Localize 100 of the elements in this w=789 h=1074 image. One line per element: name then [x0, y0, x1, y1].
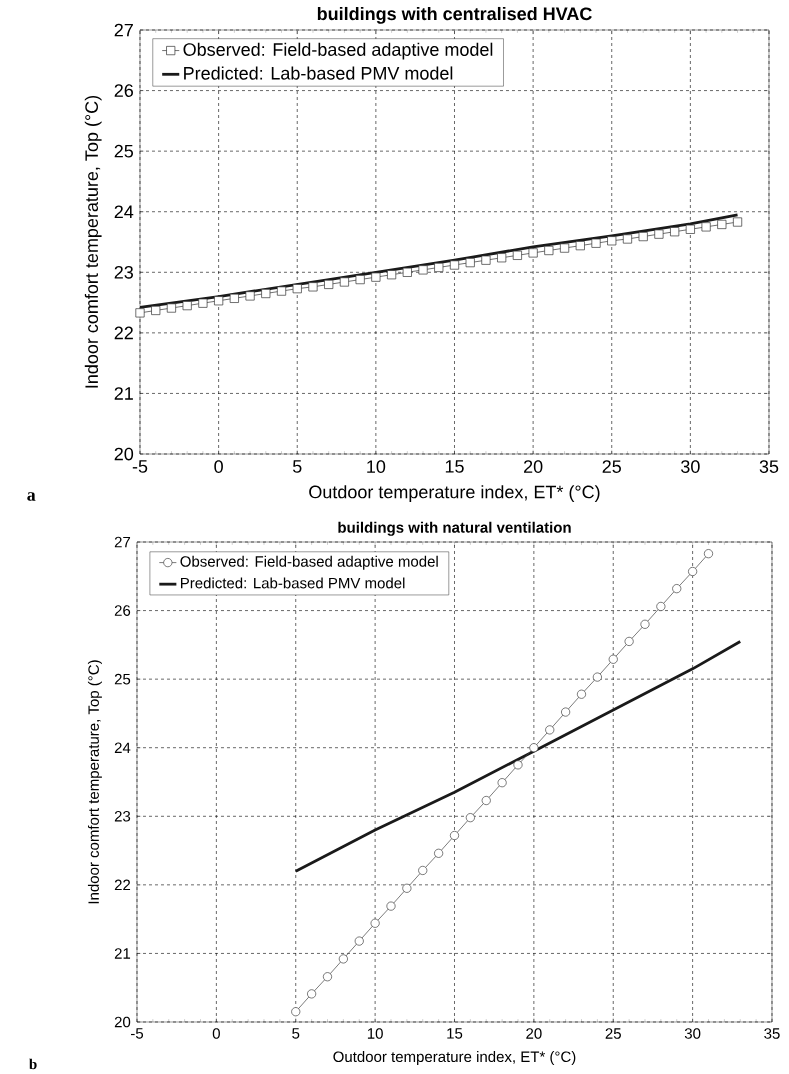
- y-tick-label: 25: [114, 673, 131, 685]
- point: [481, 795, 491, 806]
- y-tick-label: 25: [114, 144, 134, 158]
- point: [449, 260, 460, 270]
- point: [307, 989, 317, 999]
- point: [465, 258, 475, 268]
- point: [465, 813, 475, 823]
- point: [528, 248, 538, 258]
- point: [166, 303, 176, 313]
- point: [529, 743, 539, 753]
- point: [732, 217, 743, 227]
- x-tick-label: -5: [130, 1028, 144, 1039]
- point: [592, 672, 602, 682]
- point: [685, 224, 695, 234]
- x-tick-label: -5: [132, 460, 148, 473]
- point: [512, 250, 522, 260]
- point: [387, 270, 397, 280]
- point: [608, 654, 618, 664]
- point: [214, 296, 224, 306]
- x-tick-label: 25: [605, 1028, 621, 1039]
- point: [561, 707, 571, 717]
- y-tick-label: 24: [114, 742, 131, 753]
- point: [308, 282, 318, 292]
- y-tick-label: 22: [114, 879, 131, 891]
- legend-label: Observed: Field-based adaptive model: [183, 42, 493, 60]
- text: b: [29, 1058, 37, 1070]
- y-tick-label: 26: [114, 84, 134, 97]
- chart-title: buildings with natural ventilation: [338, 521, 571, 536]
- point: [607, 236, 617, 246]
- point: [291, 1007, 301, 1017]
- y-tick-label: 20: [114, 1016, 131, 1028]
- y-tick-label: 27: [114, 23, 133, 37]
- point: [640, 619, 650, 629]
- x-tick-label: 20: [524, 460, 543, 473]
- point: [544, 245, 554, 256]
- point: [386, 901, 396, 911]
- point: [402, 883, 412, 893]
- y-tick-label: 24: [114, 205, 134, 219]
- x-tick-label: 35: [764, 1028, 780, 1039]
- x-axis-title: Outdoor temperature index, ET* (°C): [333, 1051, 576, 1065]
- x-tick-label: 30: [681, 460, 700, 473]
- x-tick-label: 0: [212, 1028, 220, 1039]
- point: [198, 298, 208, 308]
- point: [688, 566, 698, 577]
- y-tick-label: 26: [114, 605, 131, 616]
- point: [497, 778, 507, 788]
- point: [591, 238, 601, 248]
- legend-label: Observed: Field-based adaptive model: [180, 555, 438, 570]
- x-tick-label: 35: [759, 460, 779, 473]
- x-tick-label: 10: [367, 1028, 383, 1039]
- point: [624, 636, 634, 646]
- legend-label: Predicted: Lab-based PMV model: [184, 66, 453, 80]
- point: [434, 262, 444, 272]
- point: [622, 234, 633, 244]
- y-tick-label: 21: [114, 387, 133, 400]
- point: [418, 265, 428, 275]
- y-tick-label: 21: [114, 948, 131, 959]
- legend-label: Predicted: Lab-based PMV model: [181, 577, 405, 589]
- point: [497, 253, 507, 263]
- point: [151, 305, 161, 315]
- point: [434, 848, 444, 858]
- point: [418, 865, 428, 876]
- point: [513, 760, 523, 770]
- point: [322, 972, 333, 982]
- point: [545, 725, 555, 735]
- point: [292, 284, 302, 294]
- x-tick-label: 20: [526, 1028, 542, 1039]
- point: [371, 272, 381, 282]
- point: [402, 267, 412, 277]
- point: [245, 291, 255, 301]
- point: [370, 918, 380, 928]
- chart-title: buildings with centralised HVAC: [317, 6, 592, 24]
- point: [670, 227, 680, 237]
- y-tick-label: 23: [114, 265, 134, 279]
- point: [701, 222, 711, 232]
- point: [576, 689, 587, 699]
- x-tick-label: 15: [447, 1028, 463, 1039]
- point: [354, 936, 364, 946]
- point: [481, 255, 491, 265]
- point: [182, 301, 192, 311]
- point: [276, 286, 287, 296]
- x-tick-label: 10: [367, 460, 386, 473]
- y-tick-label: 27: [114, 536, 131, 548]
- y-tick-label: 22: [114, 326, 133, 340]
- point: [355, 275, 365, 285]
- point: [672, 584, 682, 594]
- point: [338, 954, 348, 964]
- point: [339, 277, 349, 287]
- text: a: [27, 492, 36, 501]
- x-tick-label: 5: [292, 460, 302, 473]
- x-tick-label: 0: [214, 460, 223, 473]
- x-tick-label: 5: [292, 1028, 300, 1039]
- point: [654, 229, 664, 239]
- y-tick-label: 20: [114, 447, 134, 461]
- point: [449, 830, 460, 841]
- point: [560, 243, 570, 253]
- y-tick-label: 23: [114, 810, 131, 822]
- y-axis-title: Indoor comfort temperature, Top (°C): [84, 96, 102, 388]
- x-tick-label: 15: [445, 460, 464, 473]
- point: [638, 232, 648, 242]
